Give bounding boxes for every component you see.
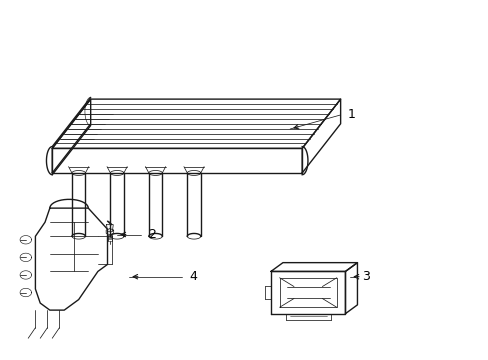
Text: 4: 4	[189, 270, 197, 283]
Text: 2: 2	[148, 228, 156, 241]
Text: 1: 1	[347, 108, 355, 121]
Text: 3: 3	[362, 270, 369, 283]
